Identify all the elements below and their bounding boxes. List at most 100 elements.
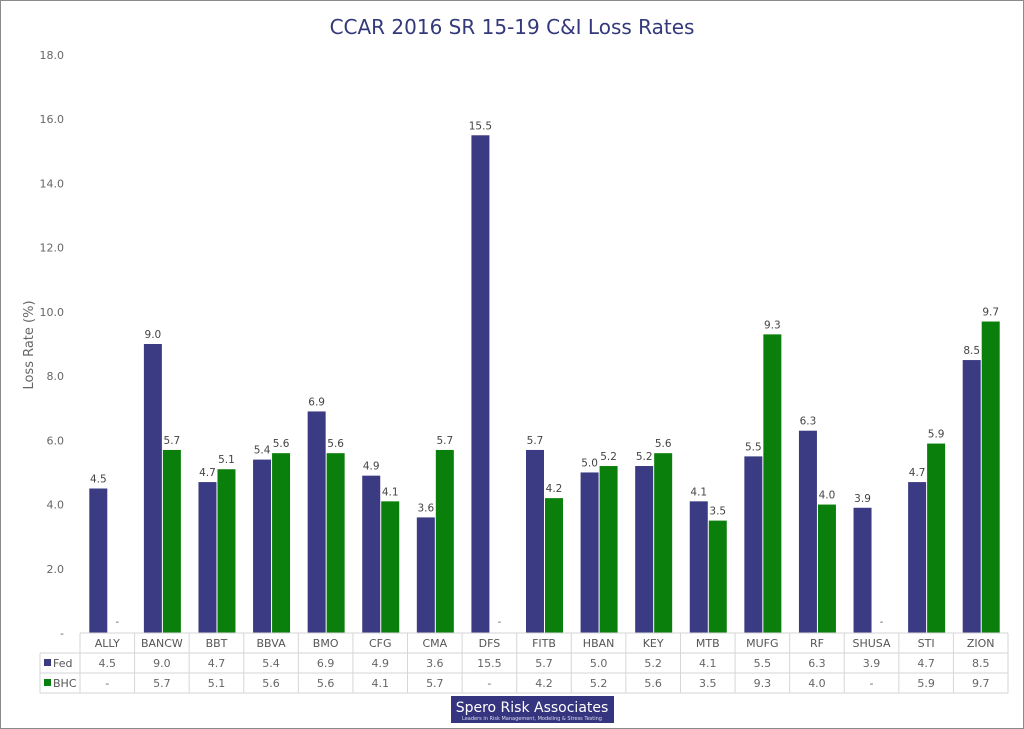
- table-cell: 6.9: [317, 657, 335, 670]
- y-axis-label: Loss Rate (%): [22, 300, 37, 389]
- bar-bhc-sti: [927, 443, 946, 633]
- bar-bhc-zion: [981, 321, 1000, 633]
- bar-missing-label: -: [115, 617, 119, 628]
- x-tick-label: CMA: [422, 637, 447, 650]
- x-tick-label: BANCW: [141, 637, 183, 650]
- bar-fed-fitb: [526, 449, 544, 633]
- bar-fed-dfs: [471, 135, 490, 633]
- y-tick-label: 16.0: [40, 113, 65, 126]
- table-cell: 5.6: [262, 677, 280, 690]
- bar-data-label: 5.2: [600, 451, 617, 463]
- y-tick-label: 10.0: [40, 306, 65, 319]
- bar-data-label: 5.7: [436, 435, 453, 447]
- logo: Spero Risk Associates Leaders in Risk Ma…: [451, 696, 614, 723]
- bar-data-label: 5.0: [581, 457, 598, 469]
- table-cell: 4.0: [808, 677, 826, 690]
- x-tick-label: BMO: [313, 637, 339, 650]
- bar-bhc-cfg: [381, 501, 400, 633]
- bar-data-label: 5.5: [745, 441, 762, 453]
- legend-label: BHC: [53, 677, 77, 690]
- table-cell: 3.5: [699, 677, 717, 690]
- bar-data-label: 5.1: [218, 454, 235, 466]
- x-tick-label: CFG: [369, 637, 392, 650]
- y-tick-label: 12.0: [40, 242, 65, 255]
- table-cell: 5.2: [644, 657, 662, 670]
- bar-data-label: 5.9: [928, 429, 945, 441]
- bar-data-label: 5.7: [164, 435, 181, 447]
- bar-data-label: 3.9: [854, 493, 871, 505]
- bar-data-label: 4.5: [90, 474, 107, 486]
- logo-name: Spero Risk Associates: [456, 700, 609, 716]
- y-tick-label: 8.0: [47, 370, 65, 383]
- chart-title: CCAR 2016 SR 15-19 C&I Loss Rates: [330, 15, 695, 39]
- bar-bhc-mufg: [763, 334, 782, 633]
- bar-bhc-bancw: [162, 449, 181, 633]
- table-cell: 5.0: [590, 657, 608, 670]
- table-cell: 4.1: [699, 657, 717, 670]
- bar-data-label: 9.7: [982, 307, 999, 319]
- x-tick-label: SHUSA: [853, 637, 891, 650]
- bar-bhc-rf: [817, 504, 836, 633]
- bar-data-label: 6.3: [800, 416, 817, 428]
- bar-bhc-cma: [435, 449, 454, 633]
- table-cell: 5.7: [535, 657, 553, 670]
- bar-fed-shusa: [853, 507, 872, 633]
- x-tick-label: FITB: [532, 637, 556, 650]
- table-cell: -: [105, 677, 109, 690]
- table-cell: 4.7: [208, 657, 226, 670]
- legend-label: Fed: [53, 657, 72, 670]
- table-cell: 9.3: [754, 677, 772, 690]
- table-cell: 4.2: [535, 677, 553, 690]
- bar-data-label: 15.5: [469, 120, 492, 132]
- table-cell: 4.1: [371, 677, 389, 690]
- x-tick-label: BBVA: [257, 637, 287, 650]
- table-cell: 4.7: [917, 657, 935, 670]
- bar-bhc-bbva: [272, 453, 291, 633]
- x-tick-label: DFS: [479, 637, 501, 650]
- bar-fed-hban: [580, 472, 599, 633]
- bar-bhc-hban: [599, 466, 618, 633]
- table-cell: 3.9: [863, 657, 881, 670]
- table-cell: 5.6: [644, 677, 662, 690]
- bar-data-label: 9.0: [145, 329, 162, 341]
- y-tick-label: -: [60, 627, 64, 640]
- bar-bhc-bbt: [217, 469, 236, 633]
- logo-tagline: Leaders in Risk Management, Modeling & S…: [462, 716, 602, 722]
- bar-fed-zion: [962, 360, 981, 633]
- bar-fed-key: [635, 466, 654, 633]
- table-cell: 5.6: [317, 677, 335, 690]
- bar-fed-rf: [798, 430, 817, 633]
- x-tick-label: KEY: [643, 637, 664, 650]
- bar-fed-cma: [416, 517, 435, 633]
- bar-data-label: 4.1: [690, 486, 707, 498]
- table-cell: -: [870, 677, 874, 690]
- table-cell: 5.7: [426, 677, 444, 690]
- bar-data-label: 4.7: [199, 467, 216, 479]
- table-cell: 5.9: [917, 677, 935, 690]
- y-tick-label: 6.0: [47, 434, 65, 447]
- table-cell: 3.6: [426, 657, 444, 670]
- table-cell: 6.3: [808, 657, 826, 670]
- bar-data-label: 6.9: [308, 396, 325, 408]
- table-cell: 9.0: [153, 657, 171, 670]
- bar-fed-bbt: [198, 482, 217, 633]
- table-cell: -: [487, 677, 491, 690]
- bar-data-label: 5.2: [636, 451, 653, 463]
- bar-data-label: 9.3: [764, 319, 781, 331]
- x-tick-label: HBAN: [583, 637, 615, 650]
- bar-data-label: 8.5: [963, 345, 980, 357]
- bar-data-label: 5.6: [273, 438, 290, 450]
- table-cell: 5.7: [153, 677, 171, 690]
- bar-data-label: 4.0: [819, 490, 836, 502]
- table-cell: 15.5: [477, 657, 502, 670]
- bar-data-label: 5.6: [655, 438, 672, 450]
- x-tick-label: ZION: [967, 637, 995, 650]
- table-cell: 4.9: [371, 657, 389, 670]
- table-cell: 9.7: [972, 677, 990, 690]
- y-tick-label: 18.0: [40, 49, 65, 62]
- bar-bhc-mtb: [708, 520, 727, 633]
- bar-fed-mufg: [744, 456, 763, 633]
- x-tick-label: MTB: [696, 637, 720, 650]
- bar-bhc-key: [654, 453, 673, 633]
- x-tick-label: MUFG: [746, 637, 778, 650]
